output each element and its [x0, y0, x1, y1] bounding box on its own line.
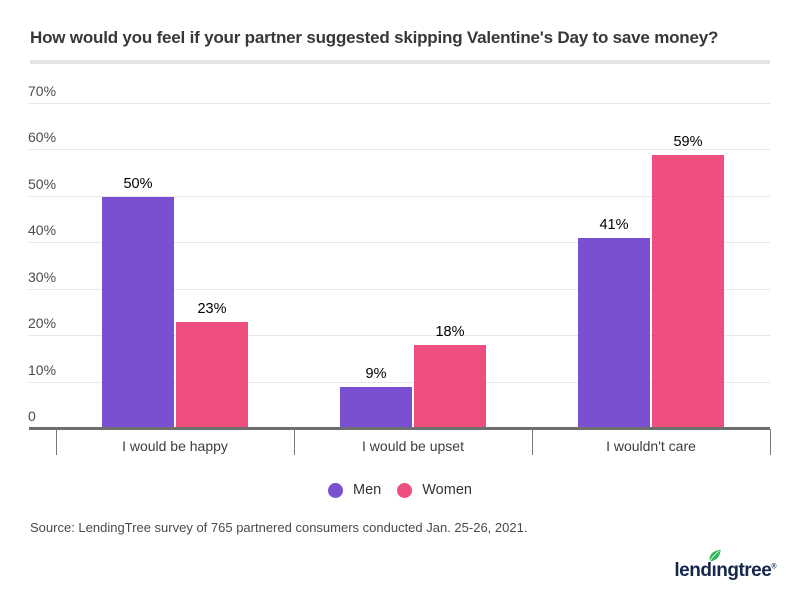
- grid-line-20: [29, 335, 770, 336]
- category-label-2: I wouldn't care: [606, 438, 696, 454]
- bar-men-1: [340, 387, 412, 429]
- axis-tick-1: [294, 429, 295, 455]
- legend-label-women: Women: [422, 482, 472, 498]
- y-tick-label-0: 0: [28, 408, 36, 424]
- title-divider: [30, 60, 770, 64]
- logo-text-left: lend: [674, 560, 712, 581]
- legend-item-men: Men: [328, 482, 381, 498]
- category-label-0: I would be happy: [122, 438, 228, 454]
- value-label-women-1: 18%: [435, 324, 465, 341]
- legend-item-women: Women: [397, 482, 472, 498]
- axis-tick-3: [770, 429, 771, 455]
- value-label-men-1: 9%: [365, 366, 387, 383]
- bar-women-2: [652, 154, 724, 429]
- lendingtree-logo: lend ıngtree®: [674, 549, 776, 582]
- x-axis-line: [29, 427, 770, 430]
- bar-men-0: [102, 196, 174, 429]
- bar-women-1: [414, 345, 486, 429]
- logo-leaf-anchor: ı: [709, 549, 722, 582]
- axis-tick-0: [56, 429, 57, 455]
- category-label-1: I would be upset: [362, 438, 464, 454]
- value-label-women-2: 59%: [673, 133, 703, 150]
- grid-line-40: [29, 242, 770, 243]
- y-tick-label-60: 60%: [28, 129, 57, 145]
- logo-text-i: ı: [711, 560, 717, 581]
- legend-label-men: Men: [353, 482, 382, 498]
- registered-mark: ®: [771, 563, 776, 571]
- value-label-men-0: 50%: [123, 175, 153, 192]
- bar-women-0: [176, 322, 248, 429]
- y-tick-label-10: 10%: [28, 361, 57, 378]
- grid-line-10: [29, 381, 770, 383]
- grid-line-70: [29, 102, 770, 104]
- y-tick-label-70: 70%: [28, 82, 57, 99]
- legend-dot-men: [328, 482, 344, 498]
- grid-line-30: [29, 288, 770, 290]
- grid-line-50: [29, 195, 770, 197]
- y-tick-label-20: 20%: [28, 315, 57, 331]
- y-tick-label-40: 40%: [28, 222, 57, 238]
- source-note: Source: LendingTree survey of 765 partne…: [30, 520, 528, 535]
- leaf-icon: [709, 549, 722, 562]
- grid-line-60: [29, 149, 770, 150]
- chart-title: How would you feel if your partner sugge…: [30, 28, 719, 47]
- axis-tick-2: [532, 429, 533, 455]
- legend-dot-women: [397, 482, 413, 498]
- bar-men-2: [578, 238, 650, 429]
- logo-text-right: ngtree: [716, 560, 772, 581]
- y-tick-label-30: 30%: [28, 268, 57, 285]
- value-label-women-0: 23%: [197, 301, 227, 318]
- chart-legend: Men Women: [0, 480, 800, 500]
- value-label-men-2: 41%: [599, 217, 629, 234]
- y-tick-label-50: 50%: [28, 175, 57, 192]
